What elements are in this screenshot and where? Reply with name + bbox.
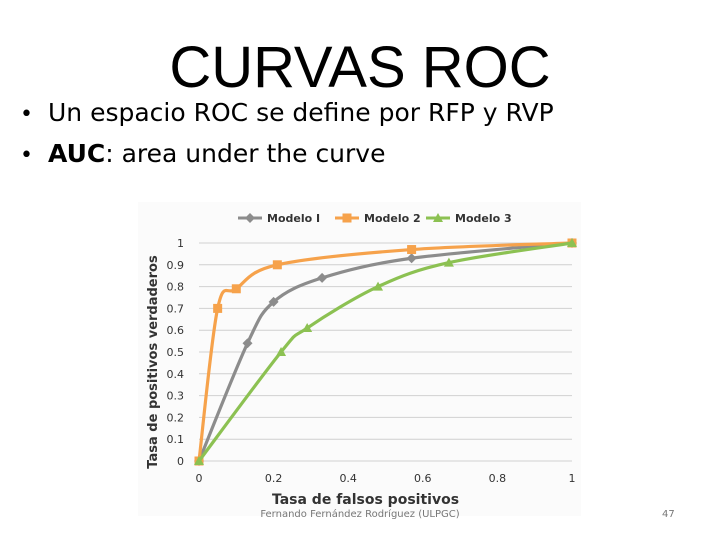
data-point bbox=[407, 245, 417, 255]
series-line bbox=[197, 241, 573, 462]
x-tick-label: 0.6 bbox=[414, 472, 432, 485]
bullet-text: Un espacio ROC se define por RFP y RVP bbox=[48, 98, 554, 127]
bullet-dot-icon: • bbox=[20, 143, 33, 168]
y-tick-label: 0.5 bbox=[167, 346, 185, 359]
y-axis-label: Tasa de positivos verdaderos bbox=[146, 255, 161, 469]
y-tick-label: 0.1 bbox=[167, 433, 185, 446]
bullet-item: • AUC: area under the curve bbox=[20, 139, 554, 168]
data-point bbox=[443, 257, 454, 267]
data-point bbox=[213, 303, 223, 313]
data-point bbox=[242, 338, 253, 349]
y-tick-label: 1 bbox=[177, 237, 184, 250]
y-tick-label: 0.3 bbox=[167, 390, 185, 403]
x-axis-label: Tasa de falsos positivos bbox=[272, 492, 459, 508]
bullet-list: • Un espacio ROC se define por RFP y RVP… bbox=[20, 98, 554, 180]
data-point bbox=[433, 213, 443, 222]
y-tick-label: 0.7 bbox=[167, 302, 185, 315]
y-tick-label: 0 bbox=[177, 455, 184, 468]
page-number: 47 bbox=[662, 509, 675, 520]
data-point bbox=[268, 296, 279, 307]
data-point bbox=[373, 281, 384, 291]
bullet-dot-icon: • bbox=[20, 102, 33, 127]
data-point bbox=[342, 213, 352, 223]
y-tick-label: 0.4 bbox=[167, 368, 185, 381]
bullet-item: • Un espacio ROC se define por RFP y RVP bbox=[20, 98, 554, 127]
y-tick-label: 0.9 bbox=[167, 259, 185, 272]
data-point bbox=[567, 238, 577, 247]
y-tick-label: 0.2 bbox=[167, 411, 185, 424]
data-point bbox=[317, 272, 328, 283]
roc-chart: 0 0.1 0.2 0.3 0.4 0.5 0.6 0.7 0.8 0.9 1 0 0.2 0.4 0.6 0… bbox=[138, 202, 581, 516]
data-point bbox=[272, 260, 282, 270]
x-tick-label: 0 bbox=[196, 472, 203, 485]
data-point bbox=[302, 323, 313, 333]
x-tick-label: 0.2 bbox=[265, 472, 283, 485]
data-point bbox=[406, 253, 417, 264]
bullet-text: AUC: area under the curve bbox=[48, 139, 386, 168]
x-tick-label: 0.8 bbox=[489, 472, 507, 485]
legend-label: Modelo I bbox=[267, 212, 320, 225]
data-point bbox=[194, 456, 204, 465]
series-line bbox=[197, 241, 573, 462]
data-point bbox=[231, 284, 241, 294]
series-line bbox=[197, 241, 573, 462]
slide-title: CURVAS ROC bbox=[169, 35, 551, 100]
legend-label: Modelo 2 bbox=[364, 212, 421, 225]
data-point bbox=[245, 213, 255, 223]
legend-label: Modelo 3 bbox=[455, 212, 512, 225]
y-tick-label: 0.8 bbox=[167, 281, 185, 294]
x-tick-label: 0.4 bbox=[339, 472, 357, 485]
roc-chart-svg: 0 0.1 0.2 0.3 0.4 0.5 0.6 0.7 0.8 0.9 1 0 0.2 0.4 0.6 0… bbox=[146, 212, 577, 508]
data-point bbox=[276, 347, 287, 356]
x-tick-label: 1 bbox=[569, 472, 576, 485]
y-tick-label: 0.6 bbox=[167, 324, 185, 337]
footer-author: Fernando Fernández Rodríguez (ULPGC) bbox=[260, 509, 460, 520]
